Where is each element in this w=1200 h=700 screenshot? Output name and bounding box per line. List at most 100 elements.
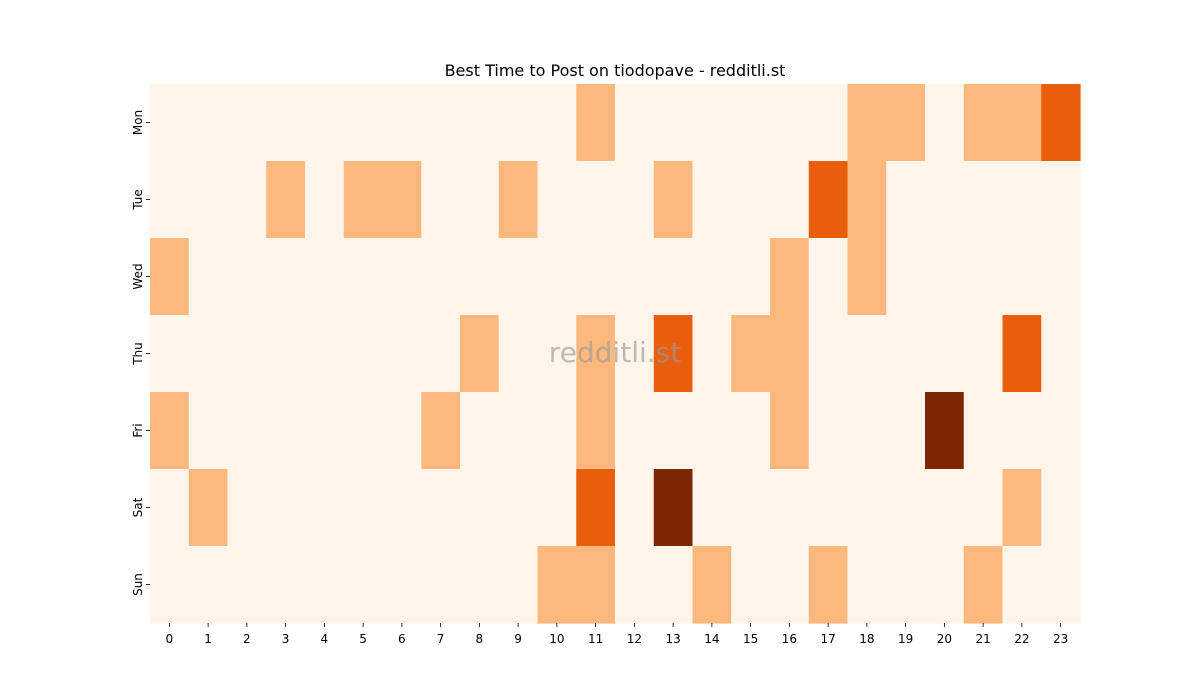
y-tick-label-sun: Sun	[131, 573, 145, 596]
heatmap-cell-tue-3	[266, 161, 306, 239]
heatmap-cell-sun-3	[266, 546, 306, 624]
x-tick-label-0: 0	[166, 632, 174, 646]
heatmap-cell-sat-12	[615, 469, 655, 547]
heatmap-cell-mon-12	[615, 84, 655, 162]
heatmap-cell-sat-1	[188, 469, 229, 547]
heatmap-cell-sat-21	[963, 469, 1004, 547]
heatmap-cell-wed-15	[731, 238, 771, 316]
heatmap-cell-thu-11	[576, 315, 616, 393]
heatmap-cell-fri-1	[188, 392, 229, 470]
heatmap-cell-wed-0	[150, 238, 190, 316]
heatmap-cell-sat-7	[421, 469, 461, 547]
heatmap-cell-fri-12	[615, 392, 655, 470]
y-tick-label-wed: Wed	[131, 263, 145, 289]
heatmap-cell-fri-18	[847, 392, 887, 470]
heatmap-cell-wed-1	[188, 238, 229, 316]
heatmap-cell-fri-2	[227, 392, 267, 470]
heatmap-cell-sun-22	[1002, 546, 1042, 624]
heatmap-cell-sun-9	[498, 546, 539, 624]
heatmap-cell-sun-23	[1041, 546, 1081, 624]
heatmap-cell-tue-14	[692, 161, 732, 239]
heatmap-cell-sat-2	[227, 469, 267, 547]
heatmap-cell-wed-4	[305, 238, 345, 316]
heatmap-cell-sun-10	[537, 546, 577, 624]
heatmap-cell-mon-23	[1041, 84, 1081, 162]
heatmap-cell-tue-5	[343, 161, 384, 239]
y-tick-label-thu: Thu	[131, 342, 145, 366]
chart-title: Best Time to Post on tiodopave - redditl…	[445, 61, 786, 80]
heatmap-cell-thu-12	[615, 315, 655, 393]
heatmap-cell-mon-10	[537, 84, 577, 162]
heatmap-cell-sun-20	[925, 546, 965, 624]
heatmap-cell-mon-2	[227, 84, 267, 162]
heatmap-cell-tue-0	[150, 161, 190, 239]
heatmap-cell-mon-7	[421, 84, 461, 162]
x-tick-label-22: 22	[1014, 632, 1029, 646]
heatmap-cell-tue-11	[576, 161, 616, 239]
x-tick-label-11: 11	[588, 632, 603, 646]
y-tick-label-mon: Mon	[131, 110, 145, 135]
x-tick-label-8: 8	[476, 632, 484, 646]
heatmap-cell-wed-5	[343, 238, 384, 316]
heatmap-cell-sun-12	[615, 546, 655, 624]
heatmap-cell-thu-1	[188, 315, 229, 393]
heatmap-cell-fri-14	[692, 392, 732, 470]
heatmap-cell-fri-20	[925, 392, 965, 470]
x-tick-label-2: 2	[243, 632, 251, 646]
heatmap-cell-sat-13	[653, 469, 694, 547]
x-tick-label-14: 14	[704, 632, 719, 646]
y-tick-label-tue: Tue	[131, 189, 145, 211]
heatmap-cell-mon-8	[460, 84, 500, 162]
heatmap-cell-fri-5	[343, 392, 384, 470]
heatmap-cell-thu-16	[770, 315, 810, 393]
heatmap-cell-wed-9	[498, 238, 539, 316]
heatmap-cell-sun-19	[886, 546, 926, 624]
heatmap-cell-thu-18	[847, 315, 887, 393]
heatmap-cell-fri-4	[305, 392, 345, 470]
heatmap-cell-thu-0	[150, 315, 190, 393]
heatmap-cell-fri-8	[460, 392, 500, 470]
heatmap-cell-mon-9	[498, 84, 539, 162]
heatmap-cell-tue-16	[770, 161, 810, 239]
heatmap-cell-sun-0	[150, 546, 190, 624]
heatmap-cell-wed-18	[847, 238, 887, 316]
x-tick-label-12: 12	[627, 632, 642, 646]
heatmap-cell-tue-9	[498, 161, 539, 239]
heatmap-cell-sun-14	[692, 546, 732, 624]
heatmap-cell-sun-16	[770, 546, 810, 624]
heatmap-cell-sat-20	[925, 469, 965, 547]
heatmap-cell-tue-21	[963, 161, 1004, 239]
heatmap-cell-wed-20	[925, 238, 965, 316]
heatmap-cell-sun-1	[188, 546, 229, 624]
heatmap-cell-tue-13	[653, 161, 694, 239]
heatmap-cell-mon-18	[847, 84, 887, 162]
heatmap-cells	[150, 84, 1081, 624]
x-axis: 0 1 2 3 4 5 6 7 8 9 10 11 12 13 14 15 16 17 18 19 20 21 22 23	[166, 623, 1068, 646]
heatmap-cell-fri-15	[731, 392, 771, 470]
heatmap-cell-thu-10	[537, 315, 577, 393]
heatmap-cell-wed-14	[692, 238, 732, 316]
heatmap-cell-tue-23	[1041, 161, 1081, 239]
heatmap-cell-tue-1	[188, 161, 229, 239]
heatmap-cell-fri-23	[1041, 392, 1081, 470]
heatmap-cell-fri-3	[266, 392, 306, 470]
heatmap-cell-tue-18	[847, 161, 887, 239]
heatmap-cell-thu-21	[963, 315, 1004, 393]
heatmap-cell-tue-17	[808, 161, 849, 239]
heatmap-cell-thu-4	[305, 315, 345, 393]
heatmap-cell-mon-22	[1002, 84, 1042, 162]
heatmap-cell-sat-3	[266, 469, 306, 547]
heatmap-cell-tue-2	[227, 161, 267, 239]
heatmap-cell-wed-22	[1002, 238, 1042, 316]
heatmap-cell-tue-19	[886, 161, 926, 239]
heatmap-cell-wed-11	[576, 238, 616, 316]
heatmap-cell-wed-23	[1041, 238, 1081, 316]
heatmap-cell-fri-17	[808, 392, 849, 470]
x-tick-label-19: 19	[898, 632, 913, 646]
heatmap-cell-thu-14	[692, 315, 732, 393]
heatmap-cell-sat-9	[498, 469, 539, 547]
heatmap-cell-sun-11	[576, 546, 616, 624]
heatmap-cell-wed-2	[227, 238, 267, 316]
heatmap-cell-sat-19	[886, 469, 926, 547]
